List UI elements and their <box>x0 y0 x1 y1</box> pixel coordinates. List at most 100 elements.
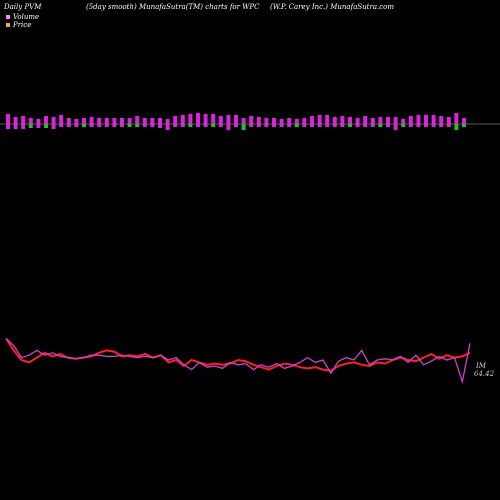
legend-price-swatch <box>6 23 10 27</box>
volume-bar-down <box>302 124 307 127</box>
chart-header-title: (5day smooth) MunafaSutra(TM) charts for… <box>86 3 260 11</box>
volume-bar-up <box>165 119 170 124</box>
legend-volume-swatch <box>6 15 10 19</box>
volume-bar-down <box>74 124 79 127</box>
legend-price-label: Price <box>13 21 32 29</box>
volume-bar-down <box>317 124 322 127</box>
volume-bar-up <box>302 118 307 124</box>
volume-bar-up <box>82 118 86 124</box>
volume-bar-down <box>332 124 337 127</box>
volume-bar-down <box>462 124 466 127</box>
volume-bar-up <box>439 116 444 124</box>
volume-bar-up <box>158 118 162 124</box>
last-price-prefix: IM <box>475 362 487 370</box>
volume-bar-down <box>196 124 200 127</box>
volume-bar-up <box>378 117 383 124</box>
volume-bar-down <box>310 124 314 127</box>
chart-header-left: Daily PVM <box>4 3 42 11</box>
volume-bar-down <box>44 124 48 128</box>
volume-bar-up <box>462 118 466 124</box>
volume-bar-up <box>104 118 109 124</box>
volume-bar-down <box>97 124 102 127</box>
volume-bar-up <box>135 116 140 124</box>
volume-bar-up <box>188 114 193 124</box>
volume-bar-down <box>416 124 421 127</box>
volume-bar-down <box>256 124 261 127</box>
volume-bar-up <box>317 115 322 124</box>
volume-bar-down <box>21 124 26 129</box>
volume-bar-up <box>424 115 428 124</box>
volume-bar-up <box>28 118 33 124</box>
volume-bar-down <box>287 124 292 127</box>
volume-bar-up <box>287 118 292 124</box>
volume-bar-up <box>256 117 261 124</box>
volume-bar-up <box>431 115 436 124</box>
volume-bar-down <box>378 124 383 127</box>
volume-bar-up <box>363 116 368 124</box>
volume-bar-up <box>340 116 345 124</box>
volume-bar-down <box>66 124 71 127</box>
volume-bar-up <box>454 113 459 124</box>
price-line <box>5 337 471 372</box>
volume-bar-down <box>279 124 284 127</box>
volume-bar-down <box>36 124 41 128</box>
volume-bar-down <box>439 124 444 127</box>
legend-price: Price <box>6 21 31 29</box>
volume-bar-down <box>408 124 413 127</box>
volume-bar-down <box>393 124 398 130</box>
volume-bar-up <box>203 114 208 124</box>
volume-bar-down <box>325 124 330 127</box>
volume-bar-up <box>13 117 18 124</box>
volume-bar-up <box>112 118 117 124</box>
volume-bar-up <box>51 117 56 124</box>
volume-bar-up <box>44 116 48 124</box>
volume-bar-up <box>6 114 10 124</box>
pvm-line <box>5 337 471 385</box>
volume-bar-down <box>13 124 18 129</box>
volume-bar-up <box>218 116 223 124</box>
volume-bar-up <box>66 118 71 124</box>
volume-bar-up <box>386 117 390 124</box>
volume-bar-down <box>340 124 345 127</box>
volume-bar-down <box>89 124 94 127</box>
volume-bar-down <box>386 124 390 127</box>
volume-bar-down <box>127 124 132 127</box>
volume-bar-up <box>401 119 406 124</box>
volume-bar-up <box>310 116 314 124</box>
volume-bar-up <box>416 115 421 124</box>
volume-bar-up <box>294 119 299 124</box>
volume-bar-down <box>104 124 109 127</box>
volume-bar-down <box>150 124 155 127</box>
volume-bar-up <box>393 117 398 124</box>
volume-bar-down <box>272 124 276 127</box>
volume-bar-up <box>142 118 147 124</box>
volume-bar-down <box>180 124 185 127</box>
volume-bar-down <box>188 124 193 127</box>
volume-bar-up <box>180 115 185 124</box>
volume-bar-up <box>249 116 254 124</box>
volume-bar-down <box>355 124 360 127</box>
volume-bar-down <box>82 124 86 127</box>
volume-bar-up <box>196 113 200 124</box>
volume-bar-down <box>241 124 246 130</box>
volume-bar-up <box>211 114 216 124</box>
volume-bar-down <box>424 124 428 127</box>
volume-bar-down <box>165 124 170 130</box>
volume-bar-down <box>158 124 162 128</box>
volume-bar-up <box>446 117 451 124</box>
volume-bar-up <box>348 117 352 124</box>
volume-bar-up <box>97 118 102 124</box>
volume-bar-up <box>325 115 330 124</box>
volume-bar-down <box>120 124 124 127</box>
volume-bar-down <box>59 124 64 127</box>
volume-bars <box>6 113 466 130</box>
volume-bar-up <box>226 115 231 124</box>
volume-bar-down <box>264 124 269 127</box>
volume-bar-up <box>408 116 413 124</box>
volume-bar-down <box>294 124 299 127</box>
volume-bar-up <box>127 118 132 124</box>
volume-bar-down <box>51 124 56 129</box>
volume-bar-down <box>28 124 33 128</box>
volume-bar-up <box>355 118 360 124</box>
